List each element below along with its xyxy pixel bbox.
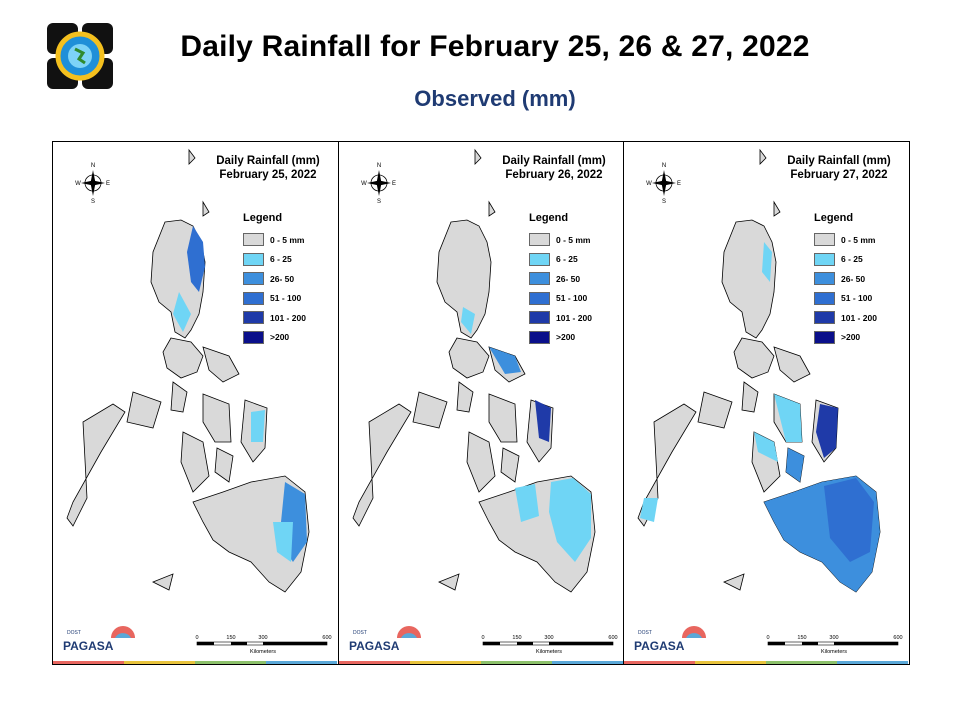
svg-text:300: 300 bbox=[544, 635, 553, 641]
rainfall-map bbox=[352, 148, 596, 593]
legend-item: 51 - 100 bbox=[814, 289, 906, 309]
legend-item: 26- 50 bbox=[814, 269, 906, 289]
svg-text:0: 0 bbox=[195, 635, 198, 641]
legend-item: 101 - 200 bbox=[243, 308, 335, 328]
svg-text:PAGASA: PAGASA bbox=[634, 639, 685, 653]
rainfall-map bbox=[637, 148, 881, 593]
brand-stripe bbox=[339, 661, 623, 664]
svg-text:S: S bbox=[377, 199, 381, 204]
legend-item: 0 - 5 mm bbox=[243, 230, 335, 250]
svg-text:150: 150 bbox=[797, 635, 806, 641]
svg-text:300: 300 bbox=[829, 635, 838, 641]
legend-item: 51 - 100 bbox=[529, 289, 621, 309]
map-panel-feb-25: Daily Rainfall (mm) February 25, 2022 Le… bbox=[53, 142, 337, 664]
legend-title: Legend bbox=[243, 212, 283, 224]
svg-text:E: E bbox=[677, 181, 681, 187]
legend-item: >200 bbox=[529, 328, 621, 348]
scale-bar: 0 150 300 600 Kilometers bbox=[766, 635, 902, 655]
panel-title: Daily Rainfall (mm) February 25, 2022 bbox=[216, 155, 320, 181]
pagasa-logo: DOST PAGASA bbox=[63, 626, 135, 653]
legend-item: >200 bbox=[814, 328, 906, 348]
svg-text:W: W bbox=[75, 181, 81, 187]
map-panels: Daily Rainfall (mm) February 25, 2022 Le… bbox=[52, 141, 910, 665]
svg-text:N: N bbox=[662, 163, 666, 169]
compass-rose-icon: N S W E bbox=[646, 163, 681, 204]
compass-rose-icon: N S W E bbox=[361, 163, 396, 204]
page-title: Daily Rainfall for February 25, 26 & 27,… bbox=[180, 30, 810, 63]
map-panel-feb-26: Daily Rainfall (mm) February 26, 2022 Le… bbox=[338, 142, 623, 664]
svg-text:Kilometers: Kilometers bbox=[821, 649, 847, 655]
pagasa-seal-icon bbox=[47, 23, 113, 89]
legend-item: 26- 50 bbox=[529, 269, 621, 289]
svg-text:PAGASA: PAGASA bbox=[349, 639, 400, 653]
svg-text:DOST: DOST bbox=[67, 630, 81, 636]
legend-item: 0 - 5 mm bbox=[814, 230, 906, 250]
svg-text:S: S bbox=[91, 199, 95, 204]
pagasa-logo: DOST PAGASA bbox=[634, 626, 706, 653]
scale-bar: 0 150 300 600 Kilometers bbox=[195, 635, 331, 655]
svg-text:300: 300 bbox=[258, 635, 267, 641]
svg-text:600: 600 bbox=[608, 635, 617, 641]
legend-item: 6 - 25 bbox=[529, 250, 621, 270]
brand-stripe bbox=[624, 661, 908, 664]
panel-title: Daily Rainfall (mm) February 26, 2022 bbox=[502, 155, 606, 181]
scale-bar: 0 150 300 600 Kilometers bbox=[481, 635, 617, 655]
svg-text:Kilometers: Kilometers bbox=[536, 649, 562, 655]
legend-item: 6 - 25 bbox=[814, 250, 906, 270]
map-panel-feb-27: Daily Rainfall (mm) February 27, 2022 Le… bbox=[623, 142, 908, 664]
pagasa-logo: DOST PAGASA bbox=[349, 626, 421, 653]
svg-text:N: N bbox=[377, 163, 381, 169]
svg-text:0: 0 bbox=[766, 635, 769, 641]
compass-rose-icon: N S W E bbox=[75, 163, 110, 204]
svg-text:PAGASA: PAGASA bbox=[63, 639, 114, 653]
legend-item: 101 - 200 bbox=[814, 308, 906, 328]
svg-text:W: W bbox=[646, 181, 652, 187]
legend-item: >200 bbox=[243, 328, 335, 348]
legend-item: 51 - 100 bbox=[243, 289, 335, 309]
svg-text:DOST: DOST bbox=[638, 630, 652, 636]
svg-text:DOST: DOST bbox=[353, 630, 367, 636]
legend-item: 26- 50 bbox=[243, 269, 335, 289]
svg-text:N: N bbox=[91, 163, 95, 169]
legend: Legend 0 - 5 mm 6 - 25 26- 50 51 - 100 1… bbox=[243, 212, 335, 347]
svg-text:S: S bbox=[662, 199, 666, 204]
svg-text:150: 150 bbox=[226, 635, 235, 641]
legend-item: 101 - 200 bbox=[529, 308, 621, 328]
panel-title: Daily Rainfall (mm) February 27, 2022 bbox=[787, 155, 891, 181]
svg-text:E: E bbox=[392, 181, 396, 187]
legend-title: Legend bbox=[814, 212, 854, 224]
legend-title: Legend bbox=[529, 212, 569, 224]
legend-item: 0 - 5 mm bbox=[529, 230, 621, 250]
svg-text:Kilometers: Kilometers bbox=[250, 649, 276, 655]
brand-stripe bbox=[53, 661, 337, 664]
svg-text:E: E bbox=[106, 181, 110, 187]
svg-text:600: 600 bbox=[893, 635, 902, 641]
svg-text:0: 0 bbox=[481, 635, 484, 641]
rainfall-map bbox=[66, 148, 310, 593]
svg-text:W: W bbox=[361, 181, 367, 187]
legend-item: 6 - 25 bbox=[243, 250, 335, 270]
page-subtitle: Observed (mm) bbox=[414, 86, 576, 111]
svg-text:600: 600 bbox=[322, 635, 331, 641]
legend: Legend 0 - 5 mm 6 - 25 26- 50 51 - 100 1… bbox=[814, 212, 906, 347]
svg-text:150: 150 bbox=[512, 635, 521, 641]
legend: Legend 0 - 5 mm 6 - 25 26- 50 51 - 100 1… bbox=[529, 212, 621, 347]
